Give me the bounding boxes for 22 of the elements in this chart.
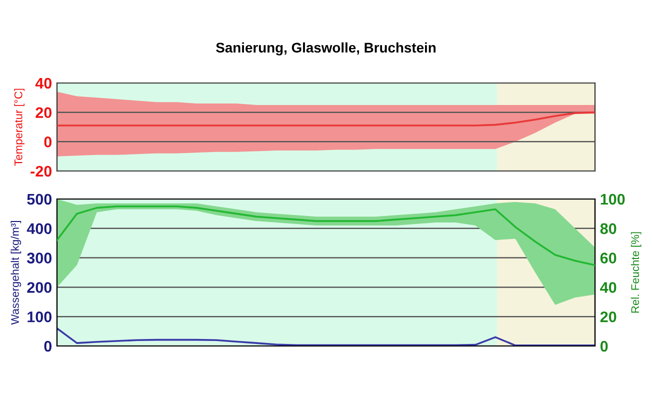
y-tick-label: 300 <box>27 252 52 264</box>
y-tick-label: 0 <box>44 340 52 352</box>
y-tick-label: -20 <box>30 166 52 177</box>
y2-tick-label: 40 <box>600 282 616 293</box>
y2-tick-label: 80 <box>600 223 616 234</box>
y2-tick-label: 60 <box>600 252 616 264</box>
y-tick-label: 100 <box>28 311 52 322</box>
y2-tick-label: 20 <box>600 311 616 322</box>
y-axis-title: Temperatur [°C] <box>14 88 25 166</box>
y-tick-label: 20 <box>36 107 52 118</box>
y-tick-label: 200 <box>27 282 52 293</box>
y-axis-title: Wassergehalt [kg/m³] <box>10 221 22 325</box>
y2-axis-title: Rel. Feuchte [%] <box>630 232 642 313</box>
y-tick-label: 400 <box>26 223 52 234</box>
line-series <box>57 111 595 126</box>
y-tick-label: 500 <box>27 194 52 205</box>
y2-tick-label: 100 <box>600 194 625 205</box>
y2-tick-label: 0 <box>600 340 608 352</box>
y-tick-label: 40 <box>35 78 52 89</box>
y-tick-label: 0 <box>44 136 52 148</box>
chart-title: Sanierung, Glaswolle, Bruchstein <box>216 42 436 56</box>
line-series <box>57 205 595 266</box>
